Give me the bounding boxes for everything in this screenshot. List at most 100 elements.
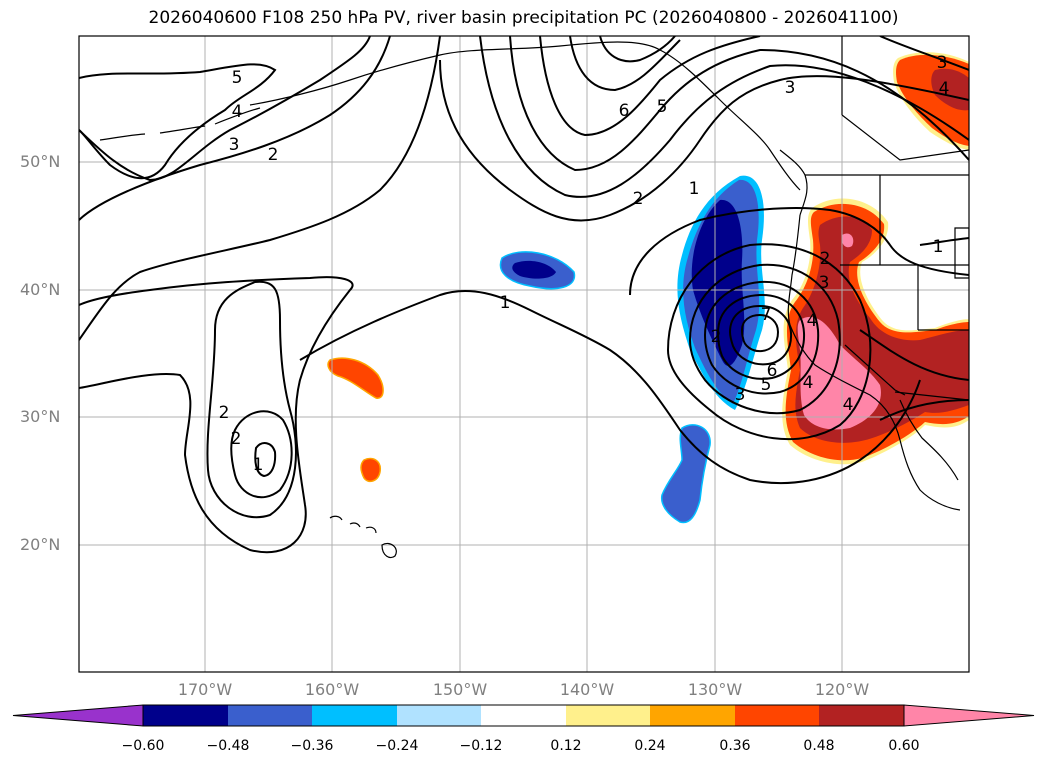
pv-contour-cutoff-4 [703, 280, 820, 395]
colorbar-segment [312, 705, 397, 726]
colorbar-tick-label: −0.12 [459, 738, 503, 754]
hawaii-islands [329, 515, 397, 559]
contour-label: 3 [785, 78, 796, 98]
colorbar-segment [735, 705, 819, 726]
contour-label: 1 [500, 293, 511, 313]
colorbar-tick-label: 0.24 [634, 738, 666, 754]
pv-contour-west-low-2 [206, 280, 297, 519]
colorbar-extend-high [903, 704, 1035, 727]
precip-pos-anomaly-idaho-pink [841, 233, 854, 248]
pv-contour-trough-6 [599, 36, 676, 63]
contour-label: 4 [232, 102, 243, 122]
pv-contour-pacific-1 [299, 289, 921, 485]
pv-contour-cutoff-5 [716, 293, 806, 380]
contour-label: 3 [937, 53, 948, 73]
pv-contour-north-2 [79, 36, 371, 182]
colorbar-segment [819, 705, 904, 726]
pv-contour-cutoff-1 [629, 207, 969, 296]
contour-label: 6 [767, 361, 778, 381]
contour-label: 2 [711, 327, 722, 347]
pv-contour-north-4 [79, 36, 441, 341]
map-panel [79, 36, 969, 672]
contour-labels: 5 4 3 2 6 5 3 4 2 1 2 1 1 2 3 4 7 6 5 4 … [219, 53, 950, 475]
colorbar-tick-label: 0.12 [550, 738, 582, 754]
colorbar [12, 704, 1035, 727]
contour-label: 4 [807, 311, 818, 331]
contour-label: 2 [219, 403, 230, 423]
map-frame [78, 35, 970, 673]
us-west-coastline [787, 214, 961, 511]
contour-label: 2 [231, 429, 242, 449]
lat-label-30n: 30°N [20, 407, 61, 426]
pv-contour-north-1 [79, 63, 277, 180]
colorbar-tick-label: −0.36 [290, 738, 334, 754]
pv-contour-east-3 [879, 399, 969, 421]
pv-contour-trough-1 [439, 59, 969, 222]
mexico-border [894, 391, 969, 401]
contour-label: 5 [657, 97, 668, 117]
colorbar-tick-label: −0.24 [375, 738, 419, 754]
pv-contour-trough-5 [569, 36, 681, 92]
contour-label: 1 [933, 237, 944, 257]
precip-pos-anomaly-alberta-core [931, 68, 969, 111]
pv-contour-cutoff-3 [688, 263, 841, 415]
contour-label: 3 [229, 135, 240, 155]
colorbar-segment [650, 705, 735, 726]
canada-province-borders [841, 36, 969, 161]
colorbar-segment [566, 705, 650, 726]
colorbar-tick-label: −0.60 [121, 738, 165, 754]
precip-positive-shading [327, 52, 969, 483]
pv-contour-cutoff-2 [666, 243, 872, 441]
pv-contours [79, 36, 969, 554]
precip-neg-anomaly-south [660, 424, 711, 524]
map-title: 2026040600 F108 250 hPa PV, river basin … [148, 8, 899, 28]
contour-label: 5 [232, 68, 243, 88]
contour-label: 5 [761, 375, 772, 395]
contour-label: 1 [689, 179, 700, 199]
contour-label: 3 [735, 385, 746, 405]
colorbar-tick-label: 0.60 [888, 738, 920, 754]
colorbar-segment [143, 705, 228, 726]
contour-label: 6 [619, 101, 630, 121]
contour-label: 1 [253, 455, 264, 475]
pv-contour-cutoff-7 [740, 313, 780, 353]
contour-label: 4 [939, 79, 950, 99]
pv-contour-cutoff-6 [728, 304, 793, 366]
lon-label-160w: 160°W [304, 680, 360, 699]
lon-label-140w: 140°W [559, 680, 615, 699]
colorbar-segment [397, 705, 481, 726]
pv-contour-west-low-1 [79, 276, 354, 554]
precip-pos-anomaly-east-pacific-small [327, 357, 384, 399]
colorbar-outline [142, 704, 905, 727]
pv-contour-trough-4 [539, 36, 761, 137]
lon-label-130w: 130°W [687, 680, 743, 699]
lon-label-150w: 150°W [432, 680, 488, 699]
pv-contour-trough-2 [479, 36, 969, 198]
lon-label-120w: 120°W [814, 680, 870, 699]
precip-negative-shading [499, 175, 765, 524]
pv-contour-trough-3 [509, 36, 969, 172]
colorbar-extend-low [12, 704, 144, 727]
contour-label: 2 [633, 189, 644, 209]
colorbar-segment [228, 705, 312, 726]
contour-label: 2 [820, 249, 831, 269]
colorbar-segment [481, 705, 566, 726]
colorbar-tick-label: 0.48 [803, 738, 835, 754]
precip-neg-anomaly-mid-pacific-core [512, 260, 556, 279]
pv-contour-west-low-3 [230, 410, 293, 499]
pv-contour-east-2 [859, 329, 969, 381]
lat-label-40n: 40°N [20, 280, 61, 299]
lat-label-50n: 50°N [20, 152, 61, 171]
coastlines [99, 36, 969, 559]
colorbar-tick-label: 0.36 [719, 738, 751, 754]
pv-contour-northeast-1 [879, 36, 969, 71]
contour-label: 2 [268, 145, 279, 165]
precip-pos-anomaly-hawaii-north [360, 457, 381, 483]
colorbar-tick-label: −0.48 [206, 738, 250, 754]
contour-label: 4 [843, 395, 854, 415]
pv-contour-north-3 [79, 36, 391, 221]
contour-label: 3 [819, 273, 830, 293]
alaska-coastline [249, 41, 801, 191]
contour-label: 4 [803, 373, 814, 393]
